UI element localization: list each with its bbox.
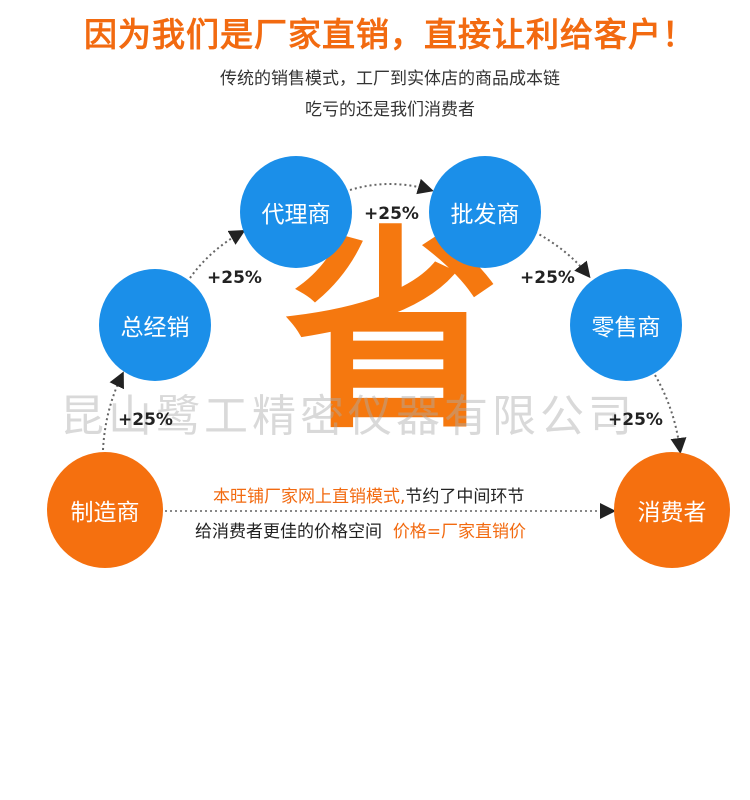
node-consumer: 消费者 [614, 452, 730, 568]
node-wholesaler: 批发商 [429, 156, 541, 268]
node-retailer: 零售商 [570, 269, 682, 381]
price-space-text: 给消费者更佳的价格空间 [195, 522, 382, 542]
watermark: 昆山鹭工精密仪器有限公司 [60, 391, 636, 442]
markup-label: +25% [118, 410, 173, 430]
subtitle-line-2: 吃亏的还是我们消费者 [305, 100, 475, 120]
price-equation: 价格=厂家直销价 [392, 522, 527, 542]
arrow-distributor-agent [189, 230, 246, 279]
arrow-wholesaler-retailer [534, 231, 591, 279]
subtitle-line-1: 传统的销售模式，工厂到实体店的商品成本链 [220, 69, 560, 89]
arrow-manufacturer-distributor [102, 371, 124, 451]
markup-label: +25% [207, 268, 262, 288]
direct-sale-highlight: 本旺铺厂家网上直销模式, [213, 487, 406, 507]
markup-label: +25% [520, 268, 575, 288]
direct-sale-line-1: 本旺铺厂家网上直销模式,节约了中间环节 [213, 482, 524, 507]
direct-sale-text: 节约了中间环节 [405, 487, 525, 507]
markup-label: +25% [364, 204, 419, 224]
node-agent: 代理商 [240, 156, 352, 268]
markup-label: +25% [608, 410, 663, 430]
page-title: 因为我们是厂家直销，直接让利给客户！ [84, 15, 696, 54]
direct-sale-line-2: 给消费者更佳的价格空间 价格=厂家直销价 [195, 517, 526, 542]
node-distributor: 总经销 [99, 269, 211, 381]
node-manufacturer: 制造商 [47, 452, 163, 568]
arrow-agent-wholesaler [349, 178, 434, 195]
